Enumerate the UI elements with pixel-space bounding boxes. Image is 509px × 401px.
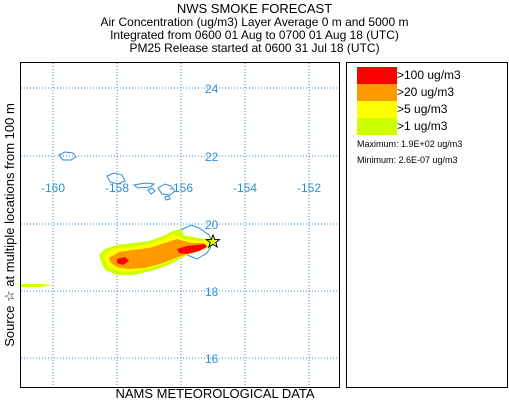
legend-swatch-orange <box>357 84 397 101</box>
forecast-title: NWS SMOKE FORECAST <box>176 1 333 16</box>
legend-swatch-yellow <box>357 101 397 118</box>
plume-western-filament <box>21 284 53 287</box>
legend-maximum: Maximum: 1.9E+02 ug/m3 <box>357 139 463 149</box>
legend-swatch-lime <box>357 118 397 135</box>
kauai-island <box>58 151 77 161</box>
plume-over-1-north <box>176 229 184 237</box>
legend-minimum: Minimum: 2.6E-07 ug/m3 <box>357 155 458 165</box>
source-star-icon <box>205 233 221 249</box>
source-side-label: Source ☆ at multiple locations from 100 … <box>2 103 17 347</box>
meteorological-data-label: NAMS METEOROLOGICAL DATA <box>115 386 315 401</box>
lon-label-158: -158 <box>105 181 129 195</box>
maui-island <box>157 183 176 196</box>
concentration-description: Air Concentration (ug/m3) Layer Average … <box>100 15 409 29</box>
kahoolawe-island <box>164 195 171 201</box>
legend-swatch-red <box>357 67 397 84</box>
lat-label-18: 18 <box>205 285 219 299</box>
oahu-island <box>106 172 126 185</box>
release-start: PM25 Release started at 0600 31 Jul 18 (… <box>129 41 380 55</box>
plume-hotspot-west <box>117 257 129 265</box>
lon-label-152: -152 <box>297 181 321 195</box>
map-canvas: 24 22 20 18 16 -160 -158 -156 -154 -152 <box>21 63 339 387</box>
molokai-island <box>132 182 156 189</box>
lat-label-24: 24 <box>205 82 219 96</box>
concentration-legend: >100 ug/m3 >20 ug/m3 >5 ug/m3 >1 ug/m3 M… <box>346 62 508 388</box>
lat-label-16: 16 <box>205 352 219 366</box>
lat-label-20: 20 <box>205 218 219 232</box>
plume-over-20 <box>109 239 207 269</box>
integration-period: Integrated from 0600 01 Aug to 0700 01 A… <box>110 28 399 42</box>
lon-label-160: -160 <box>41 181 65 195</box>
smoke-plume <box>99 229 217 275</box>
lat-label-22: 22 <box>205 150 219 164</box>
smoke-map: 24 22 20 18 16 -160 -158 -156 -154 -152 <box>20 62 340 388</box>
lanai-island <box>147 187 156 195</box>
lon-label-154: -154 <box>233 181 257 195</box>
map-grid <box>21 63 339 387</box>
plume-over-100 <box>177 244 207 254</box>
